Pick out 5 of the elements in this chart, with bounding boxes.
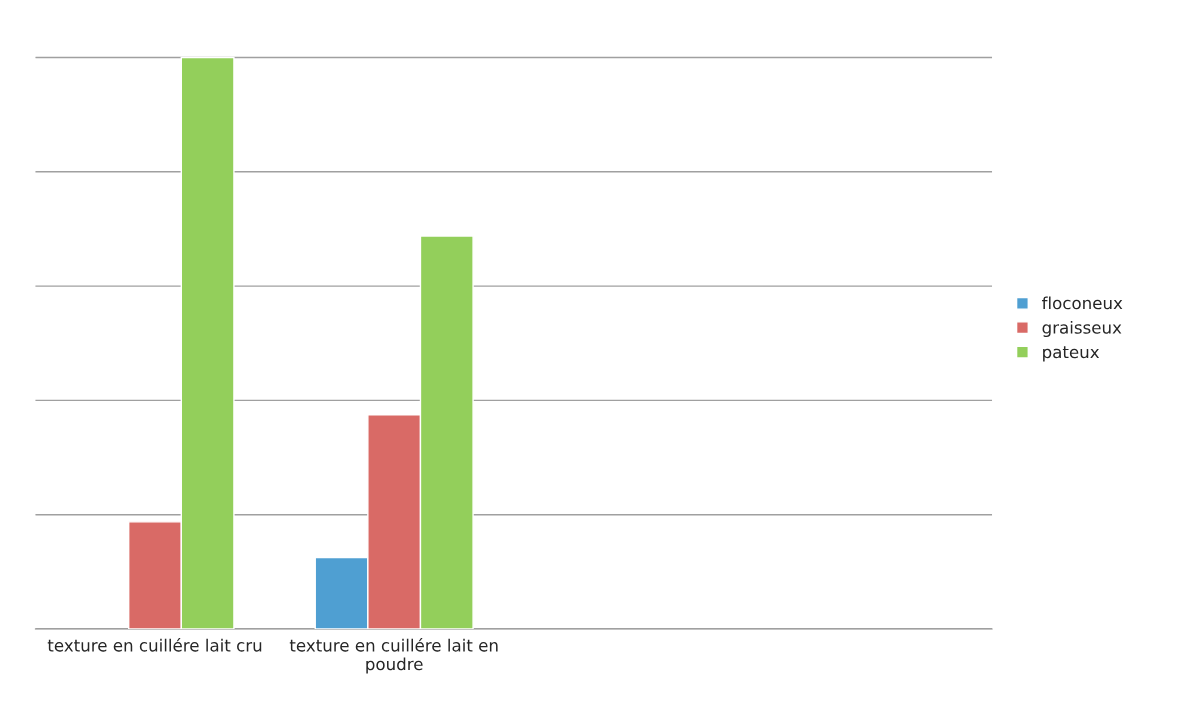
- x-tick-label: texture en cuillére lait cru: [47, 638, 262, 652]
- x-tick-label: texture en cuillére lait en poudre: [289, 638, 498, 674]
- legend-label: pateux: [1043, 346, 1100, 362]
- legend-label: graisseux: [1042, 320, 1122, 338]
- legend-label: floconeux: [1041, 296, 1123, 310]
